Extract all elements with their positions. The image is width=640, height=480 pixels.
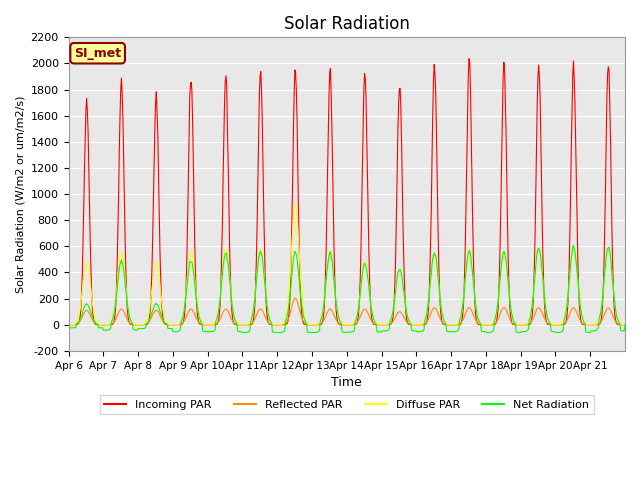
Incoming PAR — [65, 322, 72, 327]
Incoming PAR — [281, 322, 289, 327]
Line: Diffuse PAR: Diffuse PAR — [68, 205, 625, 324]
Reflected PAR — [436, 315, 444, 321]
Net Radiation — [65, 325, 72, 331]
Net Radiation — [260, 268, 268, 274]
Line: Net Radiation: Net Radiation — [68, 245, 625, 333]
Text: SI_met: SI_met — [74, 47, 121, 60]
Net Radiation — [282, 319, 289, 324]
X-axis label: Time: Time — [332, 376, 362, 389]
Diffuse PAR — [281, 318, 289, 324]
Diffuse PAR — [405, 318, 413, 324]
Reflected PAR — [260, 311, 268, 316]
Reflected PAR — [65, 322, 72, 327]
Incoming PAR — [232, 322, 240, 327]
Legend: Incoming PAR, Reflected PAR, Diffuse PAR, Net Radiation: Incoming PAR, Reflected PAR, Diffuse PAR… — [100, 396, 594, 414]
Diffuse PAR — [130, 321, 138, 327]
Incoming PAR — [260, 204, 268, 210]
Reflected PAR — [621, 322, 629, 327]
Diffuse PAR — [65, 322, 72, 327]
Reflected PAR — [405, 321, 413, 327]
Reflected PAR — [291, 295, 299, 301]
Title: Solar Radiation: Solar Radiation — [284, 15, 410, 33]
Line: Reflected PAR: Reflected PAR — [68, 298, 625, 324]
Incoming PAR — [621, 322, 629, 327]
Net Radiation — [621, 322, 629, 327]
Diffuse PAR — [260, 266, 268, 272]
Incoming PAR — [435, 279, 443, 285]
Incoming PAR — [130, 322, 138, 327]
Diffuse PAR — [232, 319, 240, 325]
Net Radiation — [405, 318, 413, 324]
Net Radiation — [232, 319, 240, 325]
Diffuse PAR — [621, 322, 629, 327]
Reflected PAR — [281, 321, 289, 327]
Incoming PAR — [404, 321, 412, 326]
Y-axis label: Solar Radiation (W/m2 or um/m2/s): Solar Radiation (W/m2 or um/m2/s) — [15, 96, 25, 293]
Incoming PAR — [465, 56, 473, 61]
Line: Incoming PAR: Incoming PAR — [68, 59, 625, 324]
Net Radiation — [436, 295, 444, 300]
Diffuse PAR — [291, 202, 299, 208]
Reflected PAR — [232, 321, 240, 327]
Net Radiation — [130, 327, 138, 333]
Net Radiation — [274, 330, 282, 336]
Diffuse PAR — [436, 295, 444, 300]
Net Radiation — [570, 242, 577, 248]
Reflected PAR — [130, 322, 138, 327]
